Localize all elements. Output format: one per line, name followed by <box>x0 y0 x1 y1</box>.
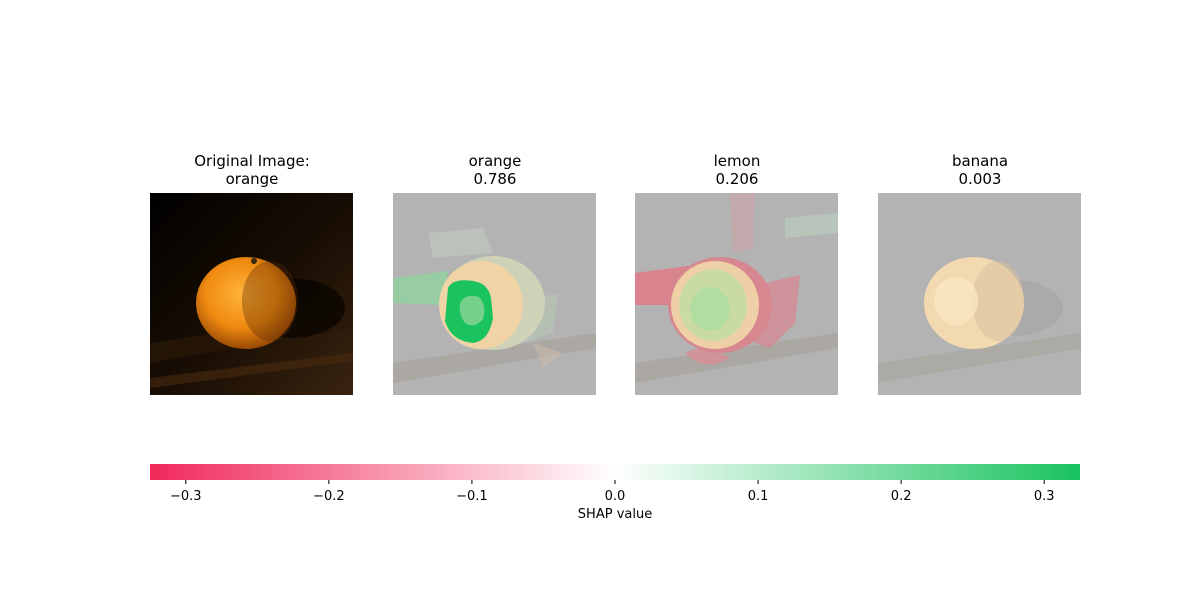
colorbar-tick-label: 0.2 <box>891 489 912 504</box>
colorbar: −0.3 −0.2 −0.1 0.0 0.1 0.2 0.3 <box>150 464 1080 504</box>
panel-title-line2: 0.786 <box>473 170 517 188</box>
original-image <box>150 193 353 395</box>
panel-title: lemon 0.206 <box>635 152 839 190</box>
colorbar-tick-label: −0.3 <box>170 489 202 504</box>
colorbar-tick-label: −0.1 <box>456 489 488 504</box>
panel-banana: banana 0.003 <box>878 152 1082 190</box>
colorbar-tick-label: 0.3 <box>1034 489 1055 504</box>
panel-title-line2: 0.003 <box>958 170 1002 188</box>
colorbar-gradient <box>150 464 1080 480</box>
shap-image-lemon <box>635 193 838 395</box>
panel-title-line1: lemon <box>713 152 761 170</box>
colorbar-tick-label: 0.0 <box>605 489 626 504</box>
panel-title-line1: orange <box>468 152 522 170</box>
panel-title: Original Image: orange <box>150 152 354 190</box>
panel-title: orange 0.786 <box>393 152 597 190</box>
panel-title-line2: 0.206 <box>715 170 759 188</box>
panel-title-line1: Original Image: <box>194 152 310 170</box>
shap-image-orange <box>393 193 596 395</box>
shap-image-banana <box>878 193 1081 395</box>
panel-original: Original Image: orange <box>150 152 354 190</box>
panel-lemon: lemon 0.206 <box>635 152 839 190</box>
colorbar-label: SHAP value <box>577 507 653 522</box>
colorbar-tick-label: 0.1 <box>748 489 769 504</box>
panel-orange: orange 0.786 <box>393 152 597 190</box>
panel-title-line1: banana <box>951 152 1009 170</box>
panel-title-line2: orange <box>225 170 279 188</box>
colorbar-tick-label: −0.2 <box>313 489 345 504</box>
panel-title: banana 0.003 <box>878 152 1082 190</box>
